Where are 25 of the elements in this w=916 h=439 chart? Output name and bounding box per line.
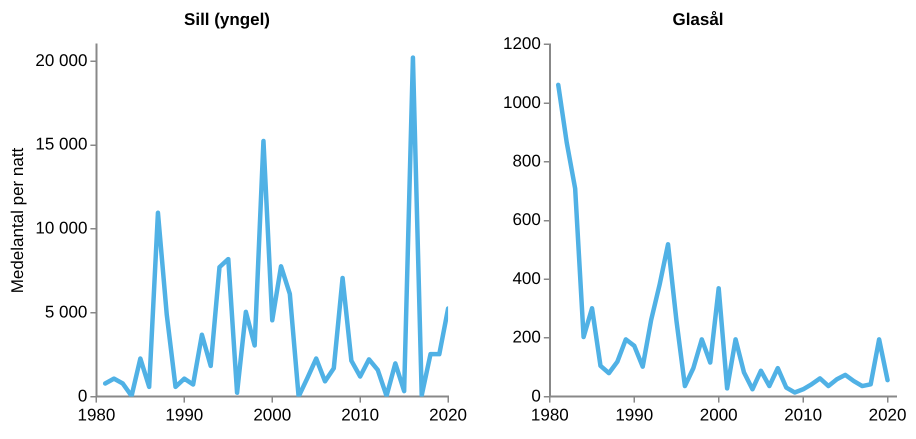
y-tick-label: 10 000 bbox=[35, 218, 88, 238]
x-tick-label: 2000 bbox=[253, 405, 292, 424]
y-tick-label: 200 bbox=[512, 328, 541, 347]
y-tick-label: 20 000 bbox=[35, 50, 88, 70]
y-axis-title: Medelantal per natt bbox=[8, 147, 27, 294]
y-tick-label: 0 bbox=[531, 386, 541, 406]
x-tick-label: 2010 bbox=[784, 405, 822, 424]
y-tick-label: 600 bbox=[512, 210, 541, 230]
y-tick-label: 1000 bbox=[502, 92, 541, 112]
y-tick-label: 5 000 bbox=[44, 302, 88, 322]
y-tick-label: 15 000 bbox=[35, 134, 88, 154]
x-tick-label: 1990 bbox=[165, 405, 204, 424]
x-tick-label: 2020 bbox=[868, 405, 906, 424]
x-tick-label: 2010 bbox=[341, 405, 380, 424]
x-tick-label: 1980 bbox=[530, 405, 569, 424]
x-tick-label: 2020 bbox=[429, 405, 468, 424]
x-tick-label: 1980 bbox=[77, 405, 116, 424]
y-tick-label: 800 bbox=[512, 151, 541, 170]
x-tick-label: 2000 bbox=[700, 405, 738, 424]
y-tick-label: 0 bbox=[78, 386, 88, 406]
chart-title: Sill (yngel) bbox=[184, 10, 270, 29]
chart-title: Glasål bbox=[672, 10, 724, 29]
x-tick-label: 1990 bbox=[615, 405, 654, 424]
y-tick-label: 400 bbox=[512, 268, 541, 288]
y-tick-label: 1200 bbox=[502, 34, 541, 54]
